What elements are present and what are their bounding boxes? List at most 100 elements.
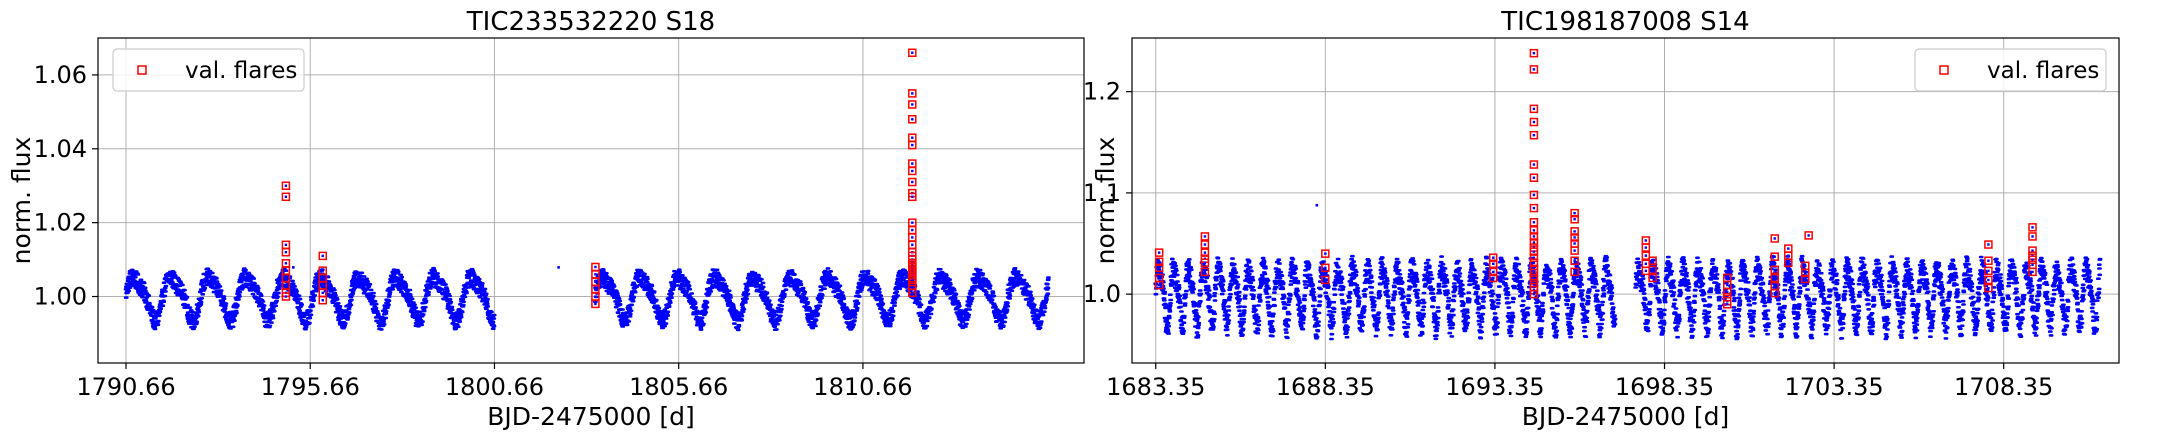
y-tick-label: 1.06 — [34, 61, 87, 89]
flare-marker-core — [1651, 276, 1654, 280]
flare-marker — [1570, 246, 1579, 255]
flare-marker-core — [2031, 263, 2034, 266]
x-axis-label: BJD-2475000 [d] — [1522, 402, 1729, 431]
flare-marker-core — [1987, 259, 1990, 262]
flare-marker-core — [1532, 229, 1536, 232]
flare-marker — [1641, 251, 1651, 260]
y-axis-label: norm. flux — [1091, 137, 1120, 265]
flare-marker-core — [1532, 241, 1536, 244]
flare-marker-core — [911, 243, 914, 247]
flare-marker-core — [1157, 260, 1161, 263]
flare-marker-core — [1651, 268, 1654, 272]
flare-marker-core — [2031, 249, 2034, 252]
flare-marker-core — [1804, 277, 1807, 281]
flare-marker — [908, 48, 917, 58]
flare-marker — [281, 192, 291, 202]
flare-marker — [1570, 227, 1579, 236]
flare-marker — [1984, 266, 1993, 276]
flare-marker-core — [1644, 239, 1648, 242]
light-curve-points — [2071, 256, 2103, 335]
y-tick-label: 1.00 — [34, 283, 87, 311]
flare-marker-core — [1726, 303, 1729, 306]
light-curve-points — [448, 267, 620, 331]
x-tick-label: 1800.66 — [445, 373, 544, 401]
x-tick-label: 1683.35 — [1106, 373, 1205, 401]
flare-marker — [908, 115, 917, 124]
flare-marker — [2028, 246, 2037, 255]
flare-marker — [2028, 255, 2037, 264]
legend: val. flares — [112, 48, 305, 92]
flare-marker — [281, 181, 291, 190]
flare-marker-core — [2031, 235, 2034, 238]
x-axis: 1683.35 1688.35 1693.35 1698.35 1703.35 1708.… — [1106, 363, 2053, 401]
flare-marker-core — [321, 299, 324, 302]
flare-marker — [1529, 273, 1539, 283]
flare-marker — [1200, 248, 1210, 257]
flare-marker — [1200, 232, 1210, 241]
flare-marker-core — [1532, 261, 1536, 264]
y-axis-label: norm. flux — [7, 137, 36, 265]
flare-marker — [1984, 275, 1993, 285]
light-curve-points — [1452, 255, 1517, 340]
flare-marker — [1984, 256, 1993, 265]
light-curve-points — [1213, 256, 1278, 338]
y-tick-label: 1.02 — [34, 209, 87, 237]
x-tick-label: 1703.35 — [1784, 373, 1883, 401]
flare-marker — [1801, 274, 1810, 284]
flare-marker — [1770, 234, 1779, 243]
legend-label: val. flares — [1987, 58, 2099, 84]
flare-marker — [1200, 258, 1210, 268]
flare-marker-core — [911, 195, 914, 199]
y-tick-label: 1.1 — [1083, 179, 1121, 207]
light-curve-points — [123, 268, 194, 331]
chart-right: TIC198187008 S14 1683.35 1688.35 1693.35 16… — [1083, 7, 2120, 431]
flare-marker-core — [284, 284, 288, 287]
light-curve-series — [123, 266, 1051, 332]
flare-marker-core — [284, 295, 288, 298]
flare-marker-core — [594, 280, 597, 283]
flare-marker-core — [1773, 284, 1776, 288]
flare-marker — [1529, 232, 1539, 241]
flare-marker — [1984, 283, 1993, 293]
flare-marker-core — [911, 278, 914, 282]
legend-marker — [137, 65, 147, 75]
flare-marker — [1529, 48, 1539, 58]
flare-marker — [1321, 275, 1330, 285]
flare-marker — [1529, 65, 1539, 74]
x-tick-label: 1698.35 — [1615, 373, 1714, 401]
flare-marker-core — [1203, 251, 1207, 254]
light-curve-points — [1332, 254, 1398, 339]
flare-marker-core — [2031, 270, 2034, 274]
flare-marker — [1321, 263, 1330, 273]
flare-marker — [1784, 258, 1793, 268]
light-curve-points — [809, 267, 880, 331]
flare-marker — [1804, 231, 1813, 240]
flare-marker — [1723, 300, 1732, 309]
flare-marker-core — [1532, 120, 1536, 124]
flare-marker-core — [594, 302, 597, 306]
light-curve-spike — [291, 266, 295, 269]
plot-frame — [97, 37, 1085, 364]
flare-marker-core — [284, 251, 288, 254]
flare-marker-core — [1644, 262, 1648, 265]
flare-marker — [1984, 240, 1993, 249]
flare-marker — [1529, 130, 1539, 140]
flare-marker — [2028, 223, 2037, 232]
flare-marker-core — [1203, 261, 1207, 264]
flare-marker-core — [2031, 226, 2034, 229]
flare-marker-core — [911, 103, 914, 106]
flare-marker — [1154, 263, 1164, 273]
light-curve-points — [939, 267, 1010, 330]
flare-marker — [1529, 268, 1539, 278]
flare-marker — [1321, 249, 1330, 258]
x-tick-label: 1795.66 — [261, 373, 360, 401]
flare-marker-core — [1987, 278, 1990, 282]
light-curve-points — [1832, 255, 1897, 341]
flare-marker-core — [911, 291, 914, 295]
flare-marker-core — [1157, 266, 1161, 270]
light-curve-spike — [557, 266, 560, 269]
flare-marker — [1529, 117, 1539, 127]
flare-marker-core — [1532, 271, 1536, 275]
flare-marker — [908, 192, 917, 202]
flare-markers-series — [281, 48, 917, 309]
